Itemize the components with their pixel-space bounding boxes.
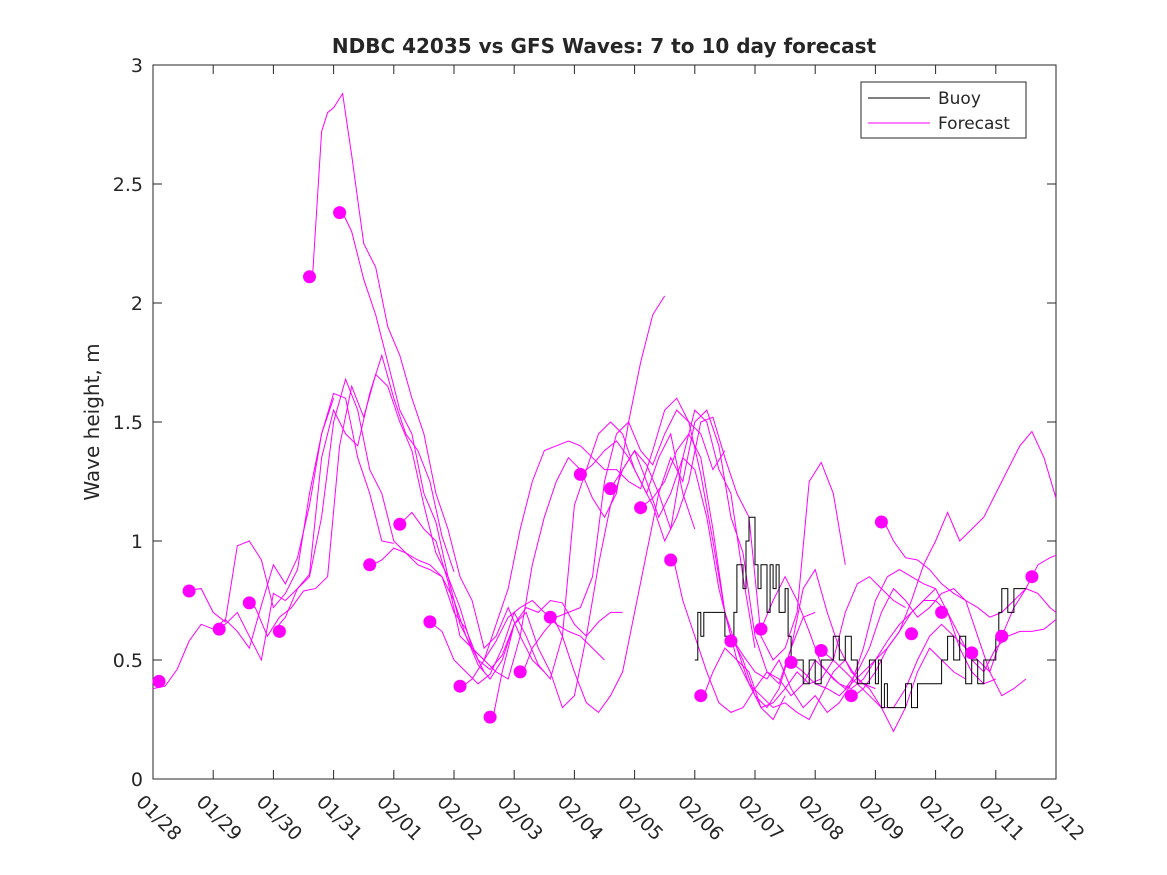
forecast-marker <box>303 270 316 284</box>
plot-area <box>152 64 1057 780</box>
forecast-marker <box>935 605 949 619</box>
forecast-marker <box>995 629 1009 643</box>
forecast-line-19 <box>703 647 966 733</box>
forecast-marker <box>874 515 888 529</box>
forecast-marker <box>423 615 437 629</box>
chart-title: NDBC 42035 vs GFS Waves: 7 to 10 day for… <box>332 34 877 58</box>
series-layer <box>152 92 1057 733</box>
y-tick-label: 2 <box>131 293 143 315</box>
forecast-marker <box>844 689 858 703</box>
forecast-line-2 <box>183 392 394 623</box>
forecast-marker <box>724 634 738 648</box>
forecast-line-23 <box>820 554 1057 709</box>
forecast-line-16 <box>610 449 876 709</box>
forecast-marker <box>393 517 407 531</box>
y-tick-label: 1.5 <box>113 412 143 434</box>
forecast-marker <box>242 596 256 610</box>
forecast-marker <box>604 482 617 496</box>
forecast-line-17 <box>640 432 906 709</box>
forecast-line-22 <box>790 600 1057 697</box>
y-tick-label: 2.5 <box>113 174 143 196</box>
forecast-line-13 <box>522 409 786 721</box>
forecast-marker <box>453 679 467 693</box>
legend: Buoy Forecast <box>860 81 1027 139</box>
forecast-marker <box>152 674 166 688</box>
forecast-marker <box>543 610 557 624</box>
forecast-marker <box>694 689 708 703</box>
forecast-marker <box>814 644 828 657</box>
forecast-line-11 <box>462 397 726 687</box>
forecast-line-6 <box>312 92 545 673</box>
forecast-line-14 <box>552 409 816 714</box>
forecast-marker <box>573 467 587 481</box>
forecast-marker <box>784 655 798 669</box>
y-tick-label: 3 <box>131 55 143 77</box>
forecast-line-24 <box>853 430 1057 697</box>
forecast-marker <box>182 584 196 598</box>
forecast-line-25 <box>883 521 1057 618</box>
y-tick-label: 1 <box>131 531 143 553</box>
forecast-marker <box>664 553 678 567</box>
forecast-marker <box>272 624 286 638</box>
forecast-marker <box>513 665 527 679</box>
legend-box <box>860 81 1027 139</box>
forecast-marker <box>965 646 979 660</box>
forecast-marker <box>905 627 918 641</box>
forecast-line-21 <box>760 575 1027 697</box>
forecast-marker <box>363 558 377 572</box>
forecast-marker <box>483 710 497 724</box>
legend-label-buoy: Buoy <box>938 89 981 109</box>
legend-label-forecast: Forecast <box>938 114 1010 134</box>
forecast-line-20 <box>733 569 996 714</box>
y-axis-label: Wave height, m <box>80 343 104 500</box>
y-tick-label: 0.5 <box>113 650 143 672</box>
forecast-marker <box>212 622 226 636</box>
y-tick-label: 0 <box>131 769 143 791</box>
forecast-marker <box>1025 570 1039 584</box>
buoy-line <box>694 516 1026 709</box>
forecast-marker <box>634 501 648 515</box>
forecast-line-9 <box>399 295 666 680</box>
forecast-marker <box>333 206 347 220</box>
forecast-marker <box>754 622 768 636</box>
forecast-line-8 <box>372 547 623 680</box>
forecast-line-15 <box>580 416 846 661</box>
